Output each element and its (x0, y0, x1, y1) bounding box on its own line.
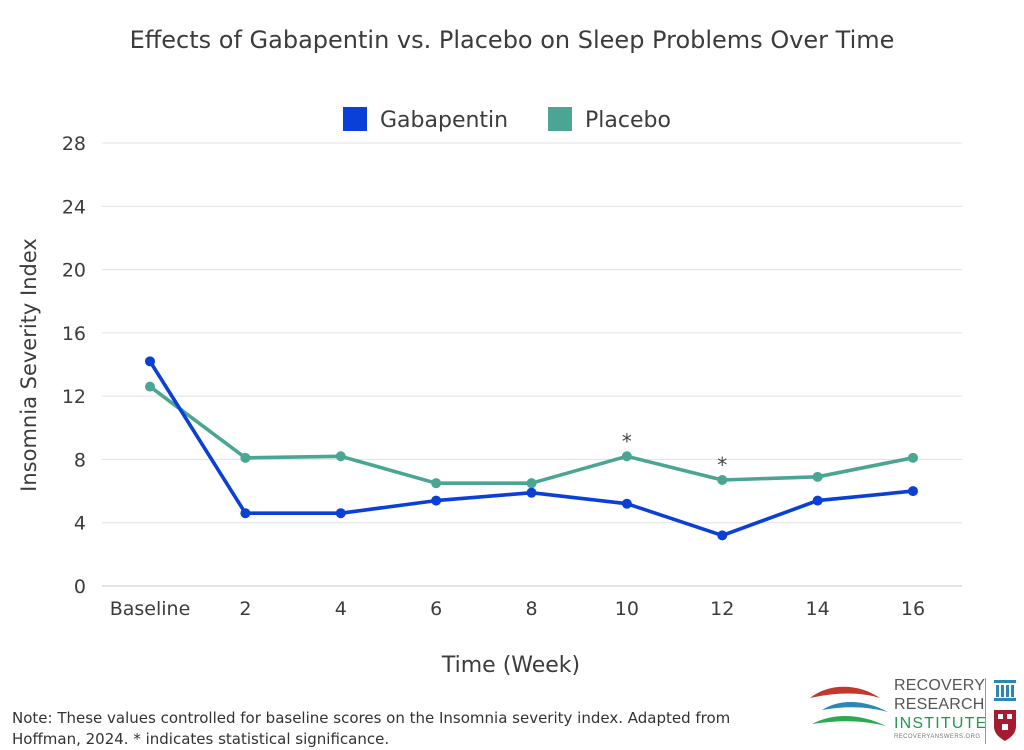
placebo-point (812, 471, 823, 482)
legend-label-gabapentin: Gabapentin (380, 108, 508, 133)
x-tick-label: 8 (525, 598, 537, 620)
logo-line-recovery: RECOVERY (894, 677, 986, 694)
annotations: ** (622, 429, 727, 477)
y-tick-label: 0 (74, 576, 86, 598)
grid-lines (102, 142, 962, 587)
x-tick-label: 14 (806, 598, 830, 620)
logo-line-research: RESEARCH (894, 696, 985, 713)
placebo-point (145, 381, 155, 392)
placebo-point (240, 452, 251, 463)
x-tick-label: 6 (430, 598, 442, 620)
recovery-research-institute-logo: RECOVERY RESEARCH INSTITUTE RECOVERYANSW… (808, 676, 1020, 748)
gabapentin-point (526, 487, 537, 498)
gabapentin-point (812, 495, 823, 506)
placebo-point (526, 478, 537, 489)
significance-marker: * (717, 453, 727, 477)
x-axis-ticks: Baseline 2 4 6 8 10 12 14 16 (110, 598, 925, 620)
legend: Gabapentin Placebo (343, 107, 671, 133)
y-tick-label: 12 (62, 386, 86, 408)
institution-icons (994, 680, 1016, 741)
y-tick-label: 20 (62, 260, 86, 282)
logo-divider (985, 678, 986, 744)
chart-title: Effects of Gabapentin vs. Placebo on Sle… (129, 26, 895, 54)
x-axis-label: Time (Week) (441, 653, 580, 678)
shield-icon (994, 710, 1016, 741)
x-tick-label: 16 (901, 598, 925, 620)
placebo-point (431, 478, 442, 489)
series-points (145, 356, 918, 541)
wing-logo-icon (810, 686, 888, 726)
y-tick-label: 8 (74, 449, 86, 471)
logo-line-institute: INSTITUTE (894, 715, 988, 732)
y-axis-label: Insomnia Severity Index (17, 238, 41, 492)
legend-swatch-gabapentin (343, 107, 367, 131)
gabapentin-point (621, 498, 632, 509)
y-tick-label: 24 (62, 196, 86, 218)
footnote: Note: These values controlled for baseli… (12, 709, 731, 748)
placebo-point (717, 474, 728, 485)
placebo-point (335, 451, 346, 462)
y-tick-label: 4 (74, 513, 86, 535)
legend-label-placebo: Placebo (585, 108, 671, 133)
x-tick-label: 4 (335, 598, 347, 620)
x-tick-label: Baseline (110, 598, 191, 620)
building-icon (994, 680, 1016, 701)
placebo-line (148, 384, 915, 485)
gabapentin-line (148, 359, 915, 538)
y-axis-ticks: 0 4 8 12 16 20 24 28 (62, 133, 86, 598)
x-tick-label: 2 (239, 598, 251, 620)
placebo-point (908, 452, 918, 463)
placebo-point (621, 451, 632, 462)
gabapentin-point (431, 495, 442, 506)
legend-swatch-placebo (548, 107, 572, 131)
gabapentin-point (908, 486, 918, 497)
y-tick-label: 16 (62, 323, 86, 345)
significance-marker: * (622, 429, 632, 453)
series-lines (148, 359, 915, 538)
gabapentin-point (717, 530, 728, 541)
gabapentin-point (335, 508, 346, 519)
logo-url: RECOVERYANSWERS.ORG (894, 734, 981, 740)
y-tick-label: 28 (62, 133, 86, 155)
x-tick-label: 12 (710, 598, 734, 620)
gabapentin-point (240, 508, 251, 519)
gabapentin-point (145, 356, 155, 367)
x-tick-label: 10 (615, 598, 639, 620)
